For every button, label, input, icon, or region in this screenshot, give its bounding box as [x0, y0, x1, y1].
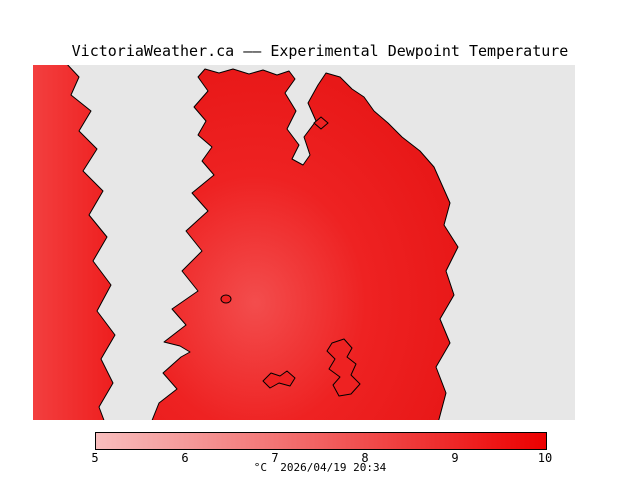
colorbar-tick: 10 [537, 451, 553, 465]
colorbar-caption: °C 2026/04/19 20:34 [253, 461, 387, 474]
colorbar-tick: 5 [91, 451, 99, 465]
coastline-mainland [151, 68, 459, 420]
colorbar-ticks: 5 6 7 8 9 10 [0, 452, 640, 465]
colorbar-tick: 7 [271, 451, 279, 465]
figure-title: VictoriaWeather.ca —— Experimental Dewpo… [71, 42, 569, 60]
island-southwest [262, 370, 296, 389]
colorbar-tick: 8 [361, 451, 369, 465]
islet-north [313, 116, 329, 130]
colorbar-tick: 6 [181, 451, 189, 465]
coastline-west-shore [33, 65, 116, 420]
map-canvas [33, 65, 575, 420]
islet-spit [220, 294, 232, 304]
island-southeast [326, 338, 361, 397]
colorbar [95, 432, 547, 450]
dewpoint-map-svg [33, 65, 459, 420]
colorbar-tick: 9 [451, 451, 459, 465]
